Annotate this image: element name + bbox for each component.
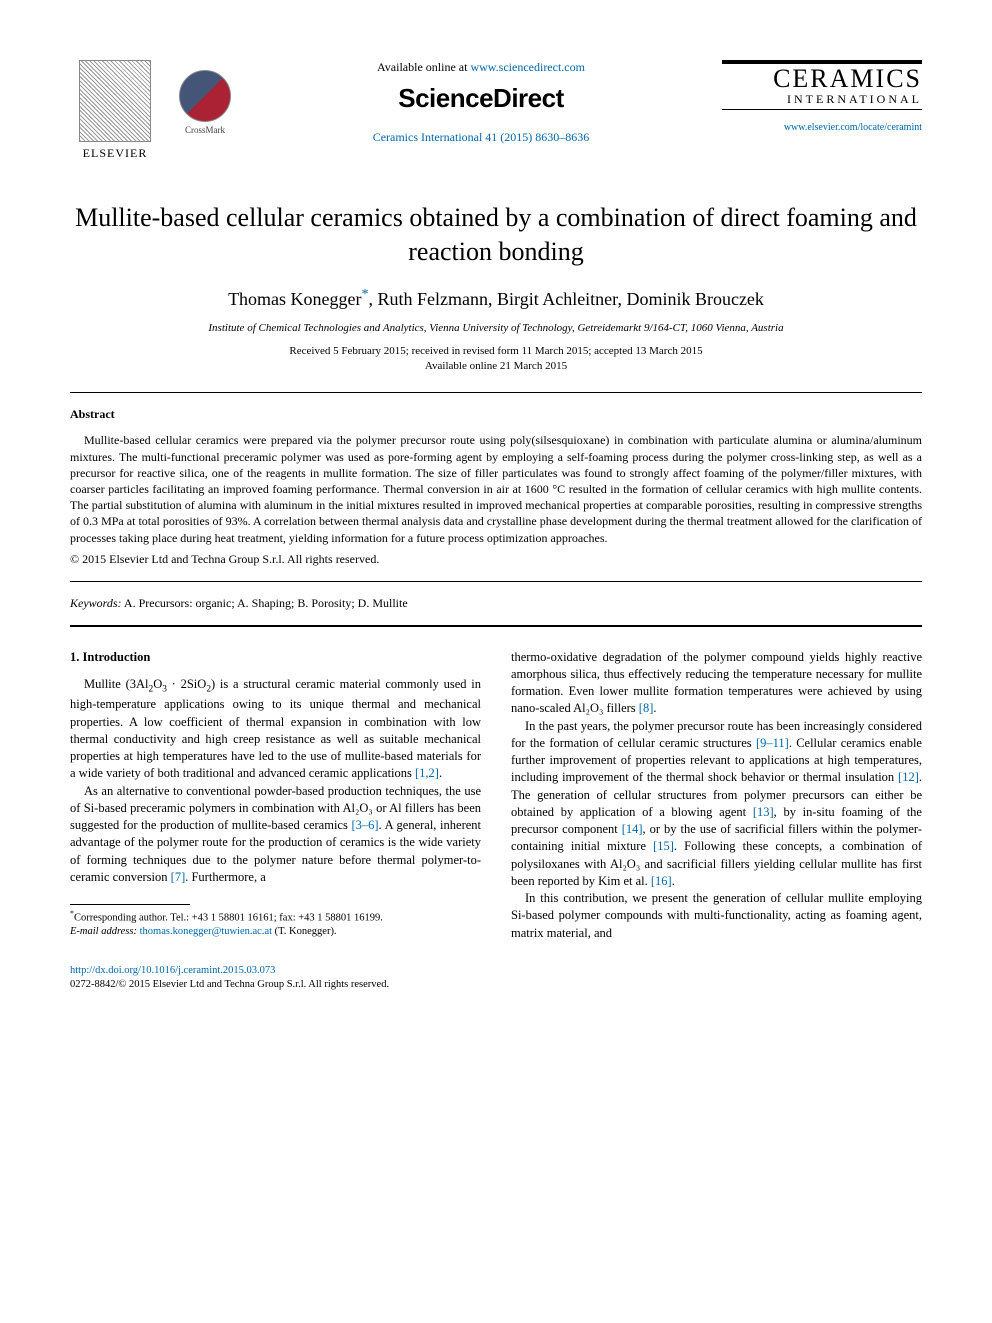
ref-8[interactable]: [8] bbox=[639, 701, 654, 715]
authors-line: Thomas Konegger*, Ruth Felzmann, Birgit … bbox=[70, 287, 922, 310]
journal-title: CERAMICS bbox=[722, 66, 922, 92]
elsevier-label: ELSEVIER bbox=[70, 146, 160, 161]
dates-line-1: Received 5 February 2015; received in re… bbox=[289, 345, 702, 357]
c2p1: thermo-oxidative degradation of the poly… bbox=[511, 650, 922, 716]
page: ELSEVIER CrossMark Available online at w… bbox=[0, 0, 992, 1031]
abstract-text: Mullite-based cellular ceramics were pre… bbox=[70, 432, 922, 545]
journal-rule-bottom bbox=[722, 109, 922, 110]
p1a: Mullite (3Al bbox=[84, 677, 149, 691]
abstract-heading: Abstract bbox=[70, 407, 922, 422]
col2-para-1: thermo-oxidative degradation of the poly… bbox=[511, 649, 922, 718]
p1c: · 2SiO bbox=[167, 677, 206, 691]
elsevier-tree-icon bbox=[79, 60, 151, 142]
crossmark-block[interactable]: CrossMark bbox=[170, 70, 240, 161]
article-dates: Received 5 February 2015; received in re… bbox=[70, 344, 922, 375]
rule-below-keywords bbox=[70, 625, 922, 627]
corresponding-footnote: *Corresponding author. Tel.: +43 1 58801… bbox=[70, 909, 481, 939]
email-suffix: (T. Konegger). bbox=[272, 926, 337, 937]
ref-7[interactable]: [7] bbox=[171, 870, 186, 884]
affiliation: Institute of Chemical Technologies and A… bbox=[70, 322, 922, 334]
authors-rest: , Ruth Felzmann, Birgit Achleitner, Domi… bbox=[369, 289, 764, 309]
ref-15[interactable]: [15] bbox=[653, 839, 674, 853]
citation-line[interactable]: Ceramics International 41 (2015) 8630–86… bbox=[260, 130, 702, 145]
intro-para-2: As an alternative to conventional powder… bbox=[70, 783, 481, 887]
available-online-text: Available online at www.sciencedirect.co… bbox=[260, 60, 702, 75]
keywords-line: Keywords: A. Precursors: organic; A. Sha… bbox=[70, 596, 922, 611]
ref-1-2[interactable]: [1,2] bbox=[415, 766, 439, 780]
author-1: Thomas Konegger bbox=[228, 289, 361, 309]
article-title: Mullite-based cellular ceramics obtained… bbox=[70, 201, 922, 269]
elsevier-logo-block: ELSEVIER bbox=[70, 60, 160, 161]
journal-block: CERAMICS INTERNATIONAL www.elsevier.com/… bbox=[722, 60, 922, 133]
footnote-text: Corresponding author. Tel.: +43 1 58801 … bbox=[74, 913, 383, 924]
ref-9-11[interactable]: [9–11] bbox=[756, 736, 789, 750]
sciencedirect-url[interactable]: www.sciencedirect.com bbox=[470, 60, 585, 74]
dates-line-2: Available online 21 March 2015 bbox=[425, 360, 567, 372]
footnote-rule bbox=[70, 904, 190, 905]
sciencedirect-wordmark: ScienceDirect bbox=[260, 83, 702, 114]
page-footer: http://dx.doi.org/10.1016/j.ceramint.201… bbox=[70, 964, 922, 991]
ref-14[interactable]: [14] bbox=[622, 822, 643, 836]
journal-url[interactable]: www.elsevier.com/locate/ceramint bbox=[722, 122, 922, 133]
p1d: ) is a structural ceramic material commo… bbox=[70, 677, 481, 780]
intro-para-1: Mullite (3Al2O3 · 2SiO2) is a structural… bbox=[70, 676, 481, 783]
corresponding-mark[interactable]: * bbox=[362, 287, 369, 302]
ref-16[interactable]: [16] bbox=[651, 874, 672, 888]
journal-subtitle: INTERNATIONAL bbox=[722, 92, 922, 107]
col2-para-2: In the past years, the polymer precursor… bbox=[511, 718, 922, 891]
email-label: E-mail address: bbox=[70, 926, 137, 937]
crossmark-icon bbox=[179, 70, 231, 122]
left-column: 1. Introduction Mullite (3Al2O3 · 2SiO2)… bbox=[70, 649, 481, 942]
issn-copyright: 0272-8842/© 2015 Elsevier Ltd and Techna… bbox=[70, 979, 389, 990]
right-column: thermo-oxidative degradation of the poly… bbox=[511, 649, 922, 942]
corresponding-email[interactable]: thomas.konegger@tuwien.ac.at bbox=[140, 926, 272, 937]
section-1-heading: 1. Introduction bbox=[70, 649, 481, 666]
body-columns: 1. Introduction Mullite (3Al2O3 · 2SiO2)… bbox=[70, 649, 922, 942]
keywords-label: Keywords: bbox=[70, 596, 122, 610]
abstract-body: Mullite-based cellular ceramics were pre… bbox=[70, 432, 922, 545]
ref-3-6[interactable]: [3–6] bbox=[351, 818, 378, 832]
col2-para-3: In this contribution, we present the gen… bbox=[511, 890, 922, 942]
p2c: . Furthermore, a bbox=[185, 870, 266, 884]
doi-link[interactable]: http://dx.doi.org/10.1016/j.ceramint.201… bbox=[70, 965, 275, 976]
header-row: ELSEVIER CrossMark Available online at w… bbox=[70, 60, 922, 161]
keywords-text: A. Precursors: organic; A. Shaping; B. P… bbox=[122, 596, 408, 610]
ref-13[interactable]: [13] bbox=[753, 805, 774, 819]
rule-above-abstract bbox=[70, 392, 922, 393]
crossmark-label: CrossMark bbox=[170, 125, 240, 135]
abstract-copyright: © 2015 Elsevier Ltd and Techna Group S.r… bbox=[70, 552, 922, 567]
ref-12[interactable]: [12] bbox=[898, 770, 919, 784]
p1b: O bbox=[153, 677, 162, 691]
available-prefix: Available online at bbox=[377, 60, 470, 74]
header-center: Available online at www.sciencedirect.co… bbox=[240, 60, 722, 145]
rule-above-keywords bbox=[70, 581, 922, 582]
